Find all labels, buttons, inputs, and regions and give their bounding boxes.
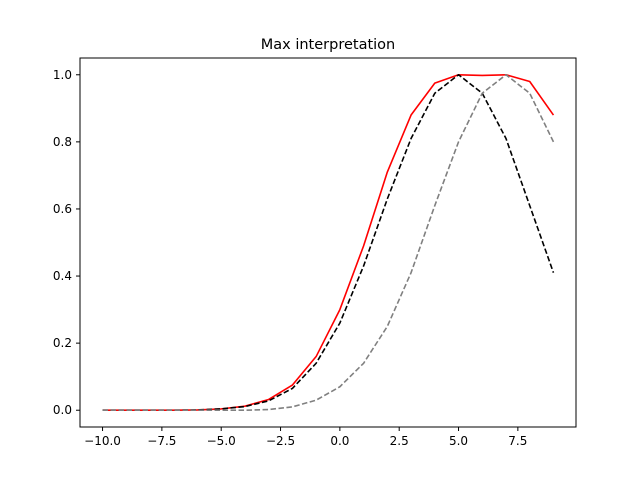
- x-tick-label: −2.5: [266, 434, 295, 448]
- x-tick-label: −10.0: [84, 434, 121, 448]
- y-tick-label: 0.6: [53, 202, 72, 216]
- y-tick-label: 0.2: [53, 336, 72, 350]
- y-tick-label: 1.0: [53, 68, 72, 82]
- y-tick-label: 0.8: [53, 135, 72, 149]
- y-tick-label: 0.0: [53, 403, 72, 417]
- chart-title: Max interpretation: [261, 37, 396, 53]
- x-tick-label: 7.5: [508, 434, 527, 448]
- y-tick-label: 0.4: [53, 269, 72, 283]
- x-tick-label: −5.0: [207, 434, 236, 448]
- series-line-3: [102, 73, 555, 412]
- plot-frame: [79, 57, 577, 428]
- x-tick-label: 2.5: [390, 434, 409, 448]
- x-tick-label: 0.0: [330, 434, 349, 448]
- x-tick-label: 5.0: [449, 434, 468, 448]
- axes-layer: −10.0 −7.5 −5.0 −2.5 0.0 2.5 5.0 7.5 0.0 0.2 0.4 0.…: [53, 57, 577, 448]
- series-layer: [102, 73, 555, 412]
- x-tick-label: −7.5: [147, 434, 176, 448]
